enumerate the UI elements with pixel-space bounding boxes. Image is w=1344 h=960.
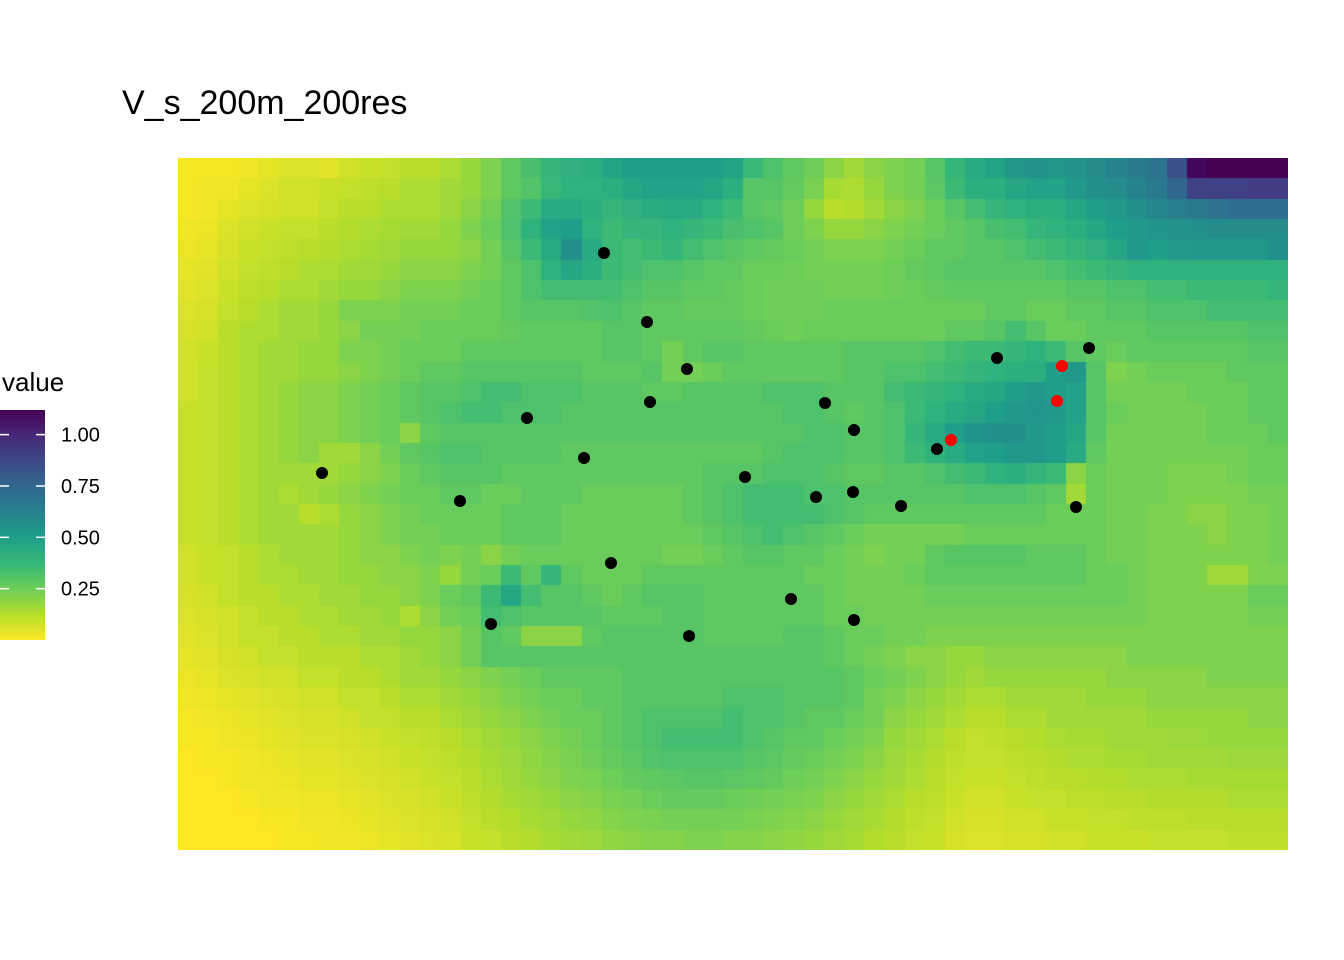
data-point-10: [847, 486, 859, 498]
data-point-14: [931, 443, 943, 455]
data-point-3: [644, 396, 656, 408]
data-point-7: [454, 495, 466, 507]
data-point-15: [991, 352, 1003, 364]
data-point-18: [605, 557, 617, 569]
legend-title: value: [2, 367, 65, 397]
colorbar-tick-label-2: 0.75: [61, 476, 100, 498]
heatmap-raster: [178, 158, 1288, 850]
data-point-12: [819, 397, 831, 409]
colorbar-tick-label-3: 1.00: [61, 425, 100, 447]
data-point-5: [578, 452, 590, 464]
highlight-point-23: [1056, 360, 1068, 372]
data-point-11: [895, 500, 907, 512]
data-point-20: [848, 614, 860, 626]
data-point-16: [1083, 342, 1095, 354]
data-point-6: [316, 467, 328, 479]
chart-title: V_s_200m_200res: [122, 84, 408, 122]
data-point-9: [810, 491, 822, 503]
data-point-1: [641, 316, 653, 328]
data-point-22: [683, 630, 695, 642]
heatmap-panel: [178, 158, 1288, 850]
colorbar-ticks: 0.25 0.50 0.75 1.00: [0, 425, 100, 601]
data-point-8: [739, 471, 751, 483]
data-point-4: [521, 412, 533, 424]
highlight-point-25: [945, 434, 957, 446]
colorbar: [0, 410, 45, 640]
data-point-0: [598, 247, 610, 259]
highlight-point-24: [1051, 395, 1063, 407]
colorbar-tick-label-0: 0.25: [61, 579, 100, 601]
colorbar-legend: 0.25 0.50 0.75 1.00: [0, 410, 100, 640]
data-point-13: [848, 424, 860, 436]
data-point-2: [681, 363, 693, 375]
colorbar-tick-label-1: 0.50: [61, 527, 100, 549]
data-point-17: [1070, 501, 1082, 513]
station-points: [316, 247, 1095, 642]
data-point-19: [785, 593, 797, 605]
data-point-21: [485, 618, 497, 630]
